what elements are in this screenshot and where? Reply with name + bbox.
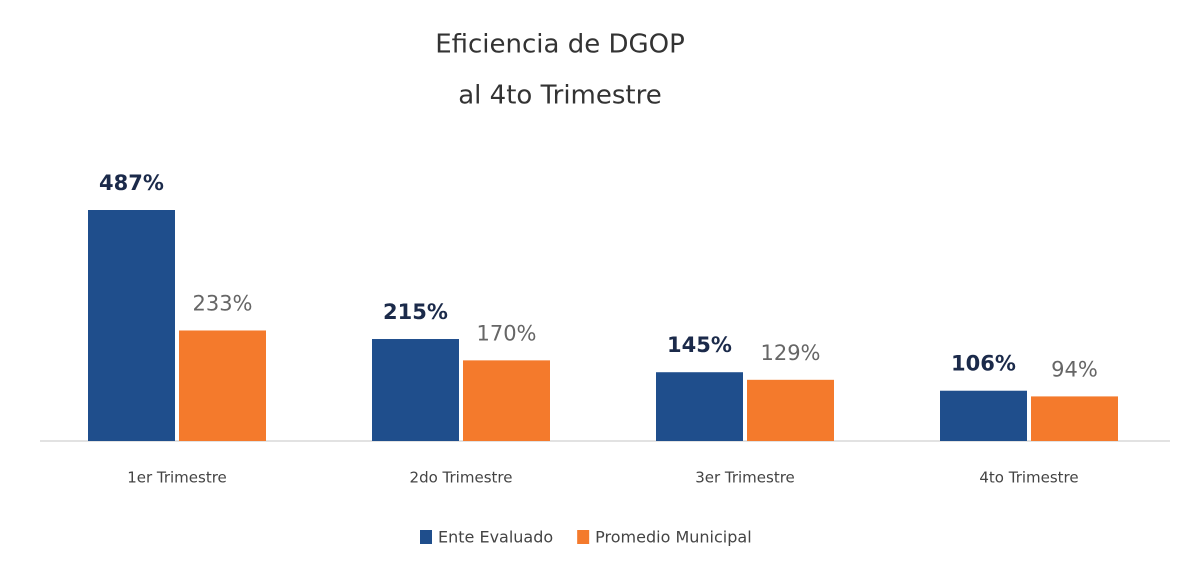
bar	[1031, 396, 1118, 441]
legend-label: Promedio Municipal	[595, 528, 751, 547]
bar	[656, 372, 743, 441]
x-tick-label: 1er Trimestre	[127, 469, 227, 487]
bar	[463, 360, 550, 441]
chart-subtitle: al 4to Trimestre	[458, 81, 661, 111]
data-label: 145%	[667, 333, 732, 357]
bar	[179, 330, 266, 441]
x-tick-label: 4to Trimestre	[979, 469, 1078, 487]
chart-title: Eficiencia de DGOP	[435, 30, 685, 60]
legend-swatch	[420, 530, 432, 544]
x-tick-label: 3er Trimestre	[695, 469, 795, 487]
data-label: 487%	[99, 171, 164, 195]
data-label: 215%	[383, 300, 448, 324]
legend-swatch	[577, 530, 590, 544]
bar	[747, 379, 834, 441]
bar	[88, 210, 175, 441]
data-label: 233%	[192, 291, 252, 315]
data-label: 129%	[760, 341, 820, 365]
bar	[372, 339, 459, 441]
bar	[940, 390, 1027, 441]
data-label: 106%	[951, 352, 1016, 376]
data-label: 170%	[476, 321, 536, 345]
legend-label: Ente Evaluado	[438, 528, 553, 547]
data-label: 94%	[1051, 357, 1098, 381]
x-tick-label: 2do Trimestre	[410, 469, 513, 487]
